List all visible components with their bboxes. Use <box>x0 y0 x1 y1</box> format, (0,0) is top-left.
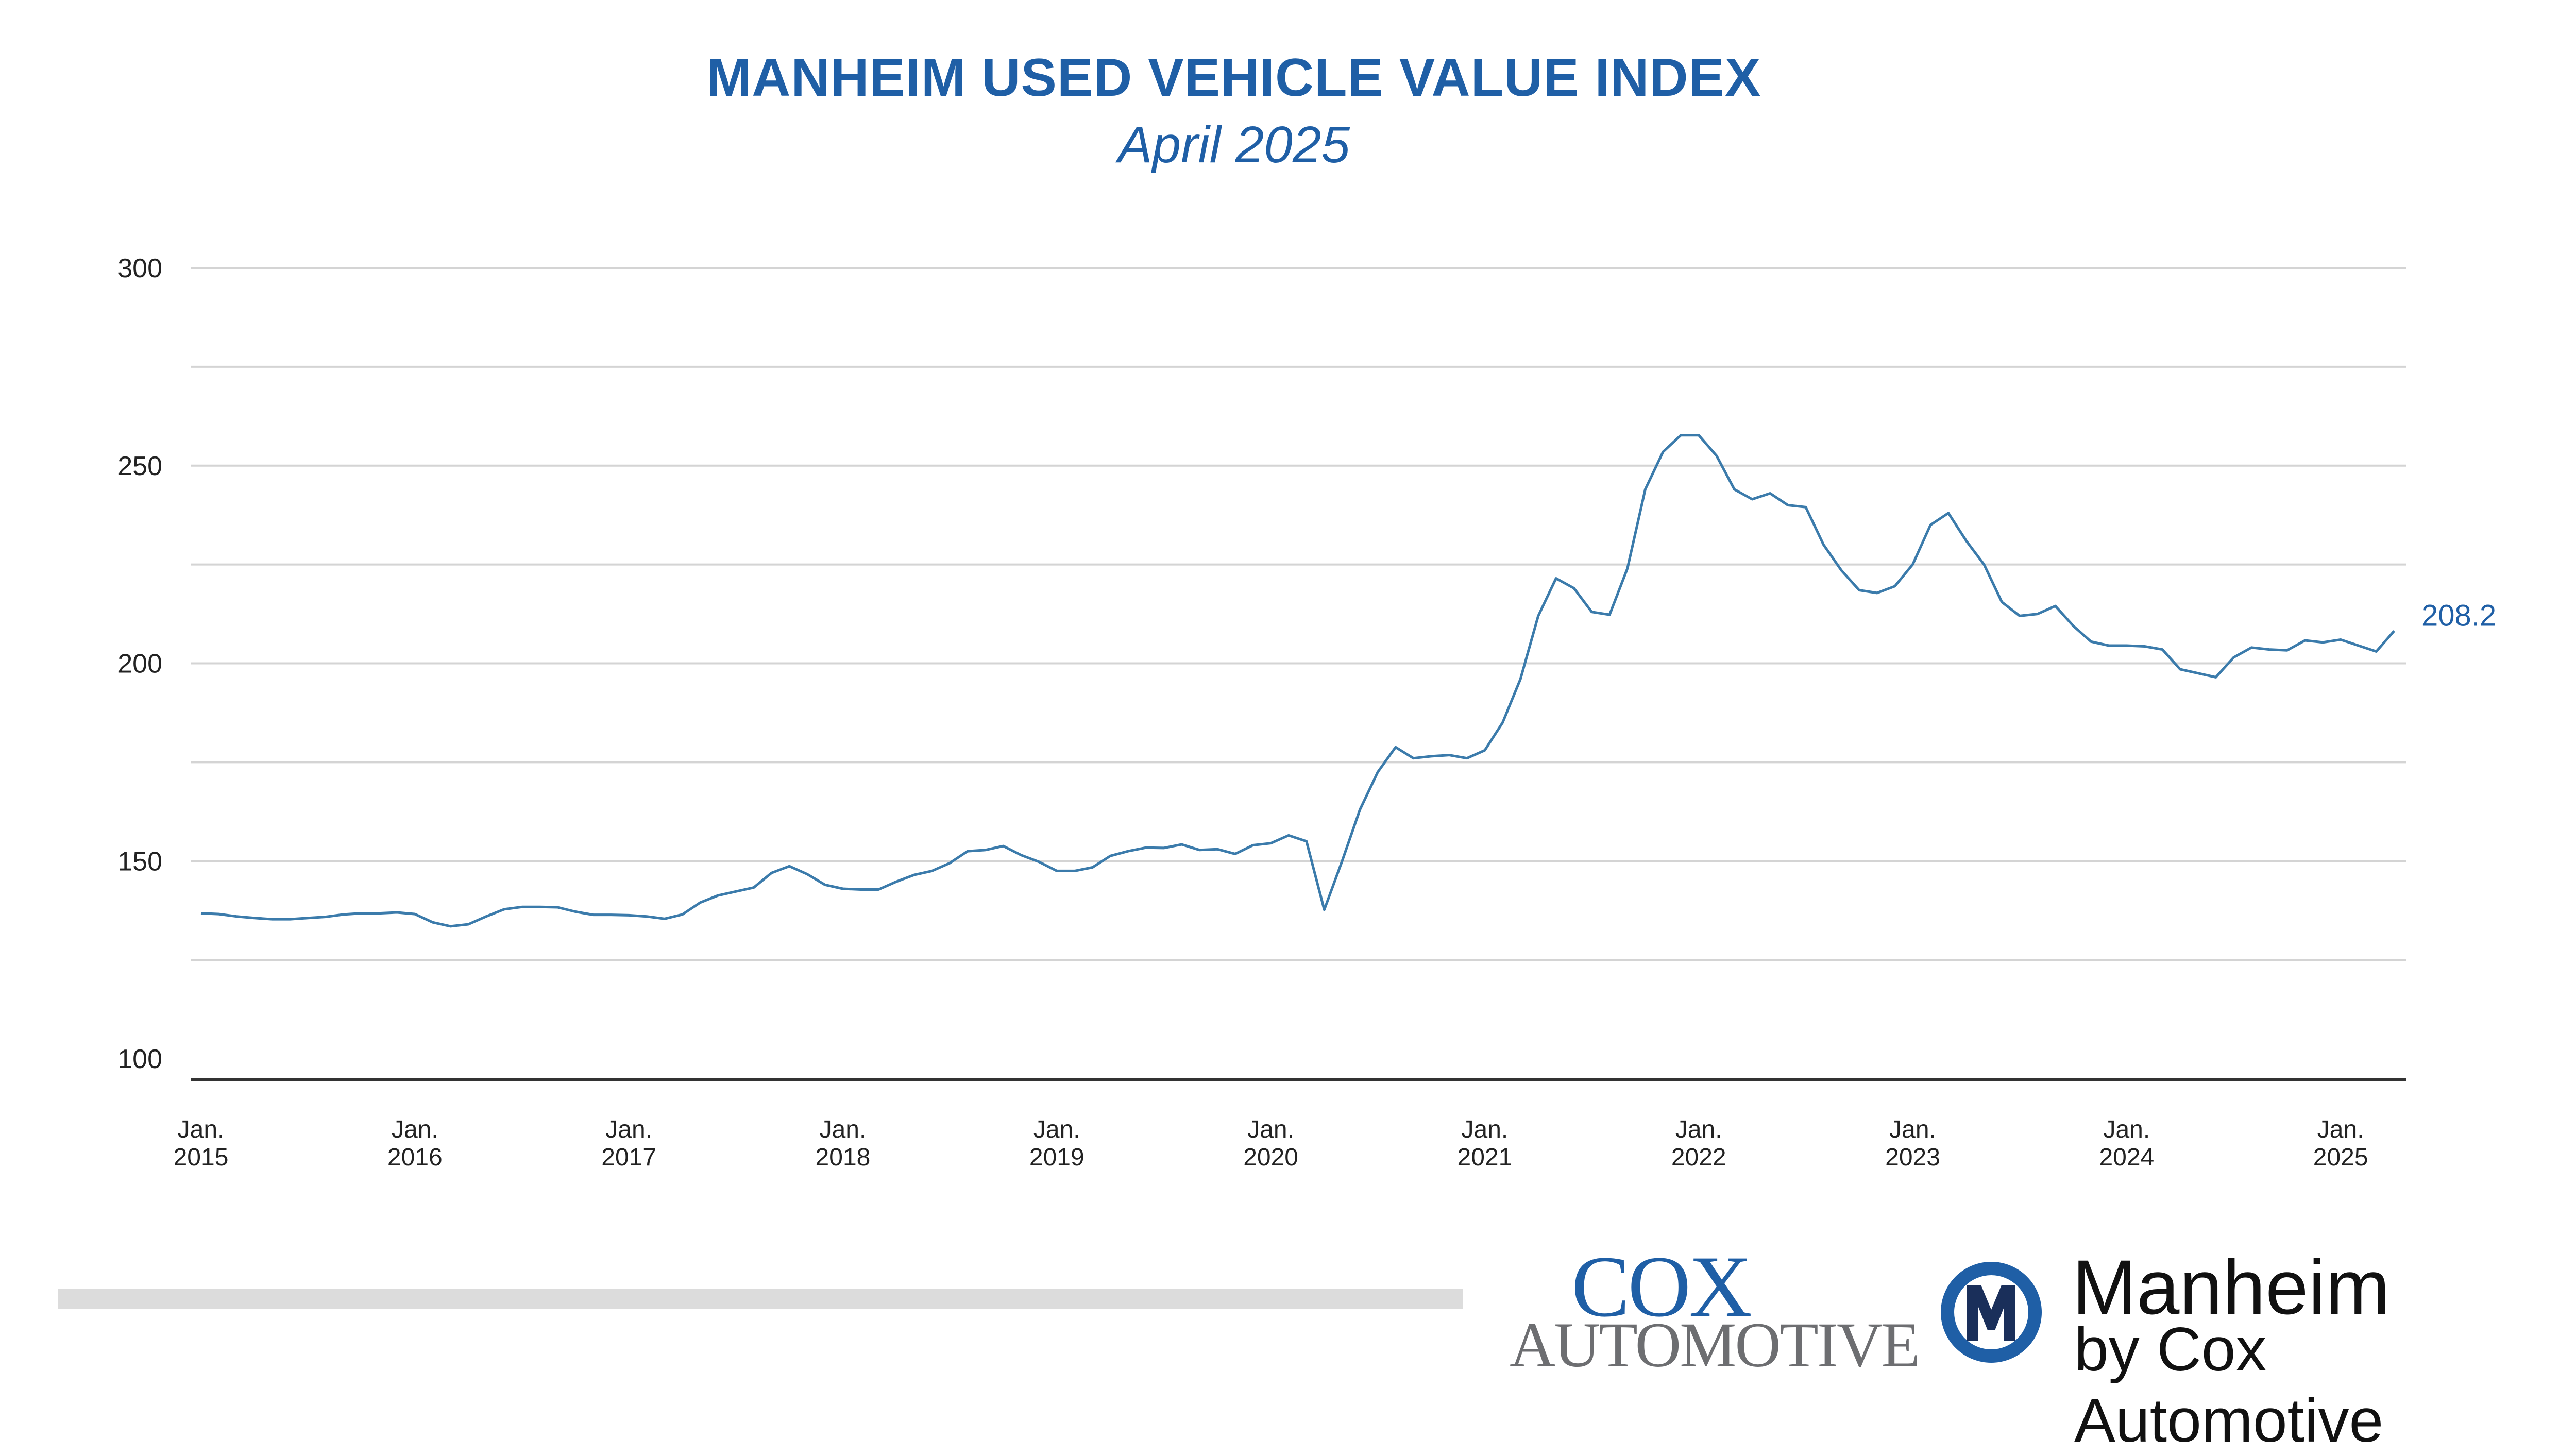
x-tick-label: Jan. <box>1033 1116 1080 1143</box>
end-value-label: 208.2 <box>2421 599 2496 633</box>
page-subtitle: April 2025 <box>1117 116 1350 174</box>
x-tick-label: 2015 <box>174 1144 229 1171</box>
x-tick-label: 2017 <box>601 1144 656 1171</box>
y-tick-label: 150 <box>117 846 162 876</box>
x-tick-label: Jan. <box>2103 1116 2150 1143</box>
y-tick-label: 300 <box>117 253 162 283</box>
y-tick-label: 250 <box>117 451 162 481</box>
x-tick-label: 2021 <box>1458 1144 1513 1171</box>
x-tick-label: Jan. <box>1247 1116 1294 1143</box>
x-tick-label: Jan. <box>820 1116 867 1143</box>
automotive-logo-text: AUTOMOTIVE <box>1510 1310 1920 1380</box>
x-tick-label: Jan. <box>1462 1116 1509 1143</box>
x-tick-label: 2025 <box>2313 1144 2368 1171</box>
x-tick-label: 2019 <box>1029 1144 1084 1171</box>
slide-progress-bar <box>58 1289 1463 1309</box>
page-title: MANHEIM USED VEHICLE VALUE INDEX <box>706 48 1761 108</box>
x-tick-label: Jan. <box>178 1116 225 1143</box>
x-tick-label: Jan. <box>1675 1116 1722 1143</box>
x-tick-label: 2016 <box>387 1144 443 1171</box>
x-tick-label: Jan. <box>605 1116 652 1143</box>
x-tick-label: 2024 <box>2099 1144 2154 1171</box>
manheim-logo-text: Manheim <box>2072 1244 2390 1330</box>
y-tick-label: 100 <box>117 1044 162 1074</box>
manheim-logo: Manheim by Cox Automotive <box>1937 1244 2483 1455</box>
x-tick-label: Jan. <box>1889 1116 1936 1143</box>
x-tick-label: Jan. <box>392 1116 438 1143</box>
series-line <box>200 434 2395 928</box>
line-chart: 100150200250300Jan.2015Jan.2016Jan.2017J… <box>117 253 2496 1171</box>
manheim-m-icon <box>1941 1262 2042 1363</box>
x-tick-label: Jan. <box>2317 1116 2364 1143</box>
cox-automotive-logo: COX AUTOMOTIVE <box>1510 1237 1920 1380</box>
x-tick-label: 2020 <box>1243 1144 1298 1171</box>
x-tick-label: 2023 <box>1885 1144 1940 1171</box>
manheim-tagline-text: by Cox Automotive <box>2074 1315 2384 1455</box>
x-tick-label: 2022 <box>1671 1144 1726 1171</box>
x-tick-label: 2018 <box>816 1144 871 1171</box>
y-tick-label: 200 <box>117 649 162 679</box>
cox-logo-text: COX <box>1571 1238 1752 1335</box>
